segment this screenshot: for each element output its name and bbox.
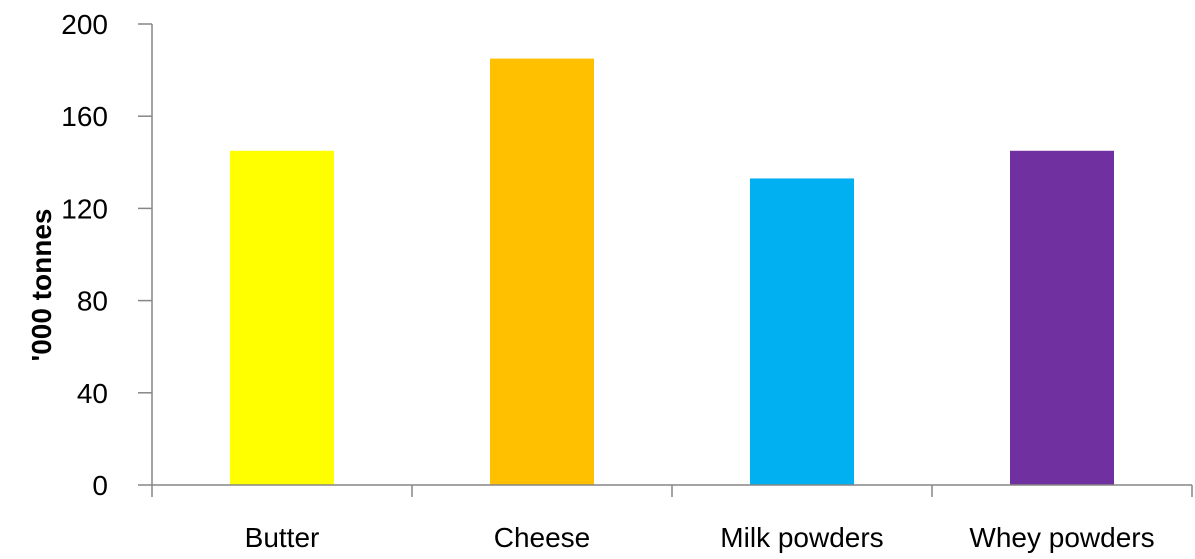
y-tick-label: 200 <box>61 9 108 40</box>
bar-cheese <box>490 58 594 485</box>
x-tick-label: Milk powders <box>720 522 883 553</box>
x-tick-label: Cheese <box>494 522 591 553</box>
y-tick-label: 120 <box>61 193 108 224</box>
y-axis-title: '000 tonnes <box>26 209 57 362</box>
bar-milk-powders <box>750 178 854 485</box>
bar-butter <box>230 150 334 485</box>
y-tick-label: 160 <box>61 101 108 132</box>
x-tick-label: Butter <box>245 522 320 553</box>
y-tick-label: 40 <box>77 378 108 409</box>
x-axis: Butter Cheese Milk powders Whey powders <box>151 485 1193 553</box>
y-tick-label: 80 <box>77 286 108 317</box>
y-tick-label: 0 <box>92 470 108 501</box>
bar-whey-powders <box>1010 150 1114 485</box>
x-tick-label: Whey powders <box>969 522 1154 553</box>
bar-series <box>230 58 1114 485</box>
y-axis: 0 40 80 120 160 200 <box>61 9 152 501</box>
